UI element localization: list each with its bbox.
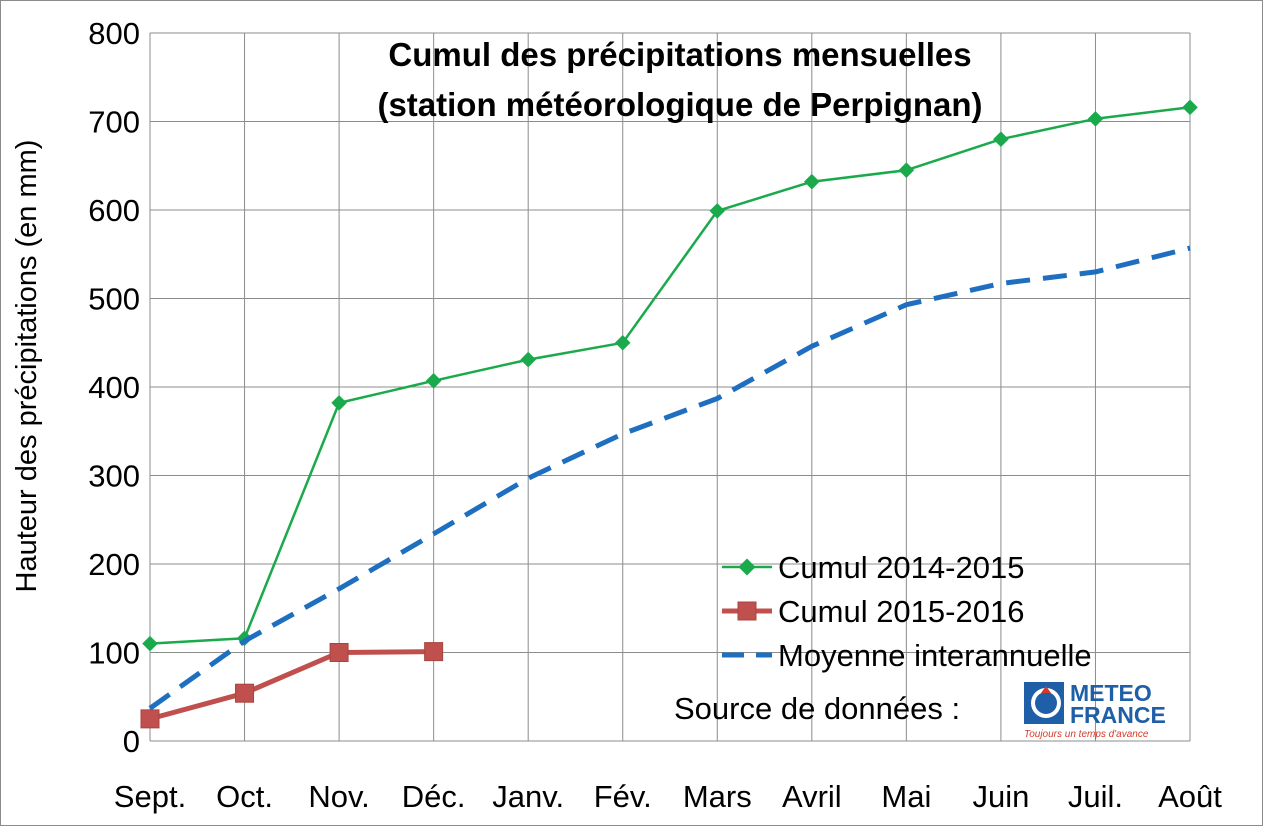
point-cumul-2014-2015-juin <box>993 131 1009 147</box>
point-cumul-2015-2016-oct <box>235 683 255 703</box>
chart-title-line-1: Cumul des précipitations mensuelles <box>388 36 971 73</box>
point-cumul-2014-2015-sept <box>142 635 158 652</box>
point-cumul-2014-2015-mars <box>709 203 726 219</box>
point-cumul-2014-2015-mai <box>898 162 915 178</box>
x-tick-label-nov: Nov. <box>308 779 369 814</box>
point-cumul-2014-2015-avril <box>804 173 820 190</box>
point-cumul-2014-2015-juil <box>1087 111 1104 127</box>
y-tick-label-100: 100 <box>88 636 140 671</box>
legend-marker-cumul-2015-2016 <box>737 601 757 621</box>
x-tick-label-oct: Oct. <box>216 779 273 814</box>
point-cumul-2014-2015-janv <box>520 351 536 368</box>
y-tick-label-800: 800 <box>88 16 140 51</box>
chart-title-line-2: (station météorologique de Perpignan) <box>377 86 982 123</box>
logo-line-1: METEO <box>1070 680 1152 706</box>
x-tick-label-mai: Mai <box>881 779 931 814</box>
legend-label-moyenne-interannuelle: Moyenne interannuelle <box>778 638 1092 673</box>
logo-tagline: Toujours un temps d'avance <box>1024 729 1149 740</box>
source-label: Source de données : <box>674 691 960 726</box>
x-tick-label-sept: Sept. <box>114 779 186 814</box>
logo-arrow-icon <box>1041 686 1051 693</box>
point-cumul-2015-2016-dec <box>424 642 444 662</box>
y-tick-label-400: 400 <box>88 370 140 405</box>
y-tick-label-600: 600 <box>88 193 140 228</box>
x-tick-label-fev: Fév. <box>594 779 652 814</box>
series-layer <box>140 99 1198 729</box>
logo-line-2: FRANCE <box>1070 702 1166 728</box>
legend-marker-cumul-2014-2015 <box>738 558 756 576</box>
x-tick-label-mars: Mars <box>683 779 752 814</box>
meteo-france-logo: METEO FRANCE Toujours un temps d'avance <box>1024 680 1166 740</box>
legend-label-cumul-2014-2015: Cumul 2014-2015 <box>778 550 1024 585</box>
x-tick-labels: Sept. Oct. Nov. Déc. Janv. Fév. Mars Avril Mai Ju… <box>114 779 1222 814</box>
y-tick-label-500: 500 <box>88 282 140 317</box>
grid <box>149 32 1191 742</box>
point-cumul-2014-2015-dec <box>425 373 442 389</box>
y-tick-label-0: 0 <box>123 724 140 759</box>
legend-label-cumul-2015-2016: Cumul 2015-2016 <box>778 594 1024 629</box>
x-tick-label-juil: Juil. <box>1068 779 1123 814</box>
x-tick-label-janv: Janv. <box>492 779 564 814</box>
legend: Cumul 2014-2015 Cumul 2015-2016 Moyenne … <box>722 550 1092 673</box>
x-tick-label-avril: Avril <box>782 779 842 814</box>
x-tick-label-dec: Déc. <box>402 779 466 814</box>
x-tick-label-aout: Août <box>1158 779 1222 814</box>
point-cumul-2015-2016-nov <box>329 643 349 662</box>
point-cumul-2015-2016-sept <box>140 709 160 729</box>
series-line-moyenne-interannuelle <box>148 245 1191 711</box>
point-cumul-2014-2015-aout <box>1182 99 1198 116</box>
x-tick-label-juin: Juin <box>972 779 1029 814</box>
y-tick-labels: 0 100 200 300 400 500 600 700 800 <box>88 16 140 759</box>
y-tick-label-700: 700 <box>88 105 140 140</box>
y-tick-label-200: 200 <box>88 547 140 582</box>
point-cumul-2014-2015-nov <box>331 395 347 411</box>
logo-inner-icon <box>1035 692 1057 714</box>
series-line-cumul-2014-2015 <box>149 106 1191 645</box>
series-line-cumul-2015-2016 <box>149 649 434 722</box>
y-axis-label: Hauteur des précipitations (en mm) <box>11 140 43 593</box>
y-tick-label-300: 300 <box>88 459 140 494</box>
